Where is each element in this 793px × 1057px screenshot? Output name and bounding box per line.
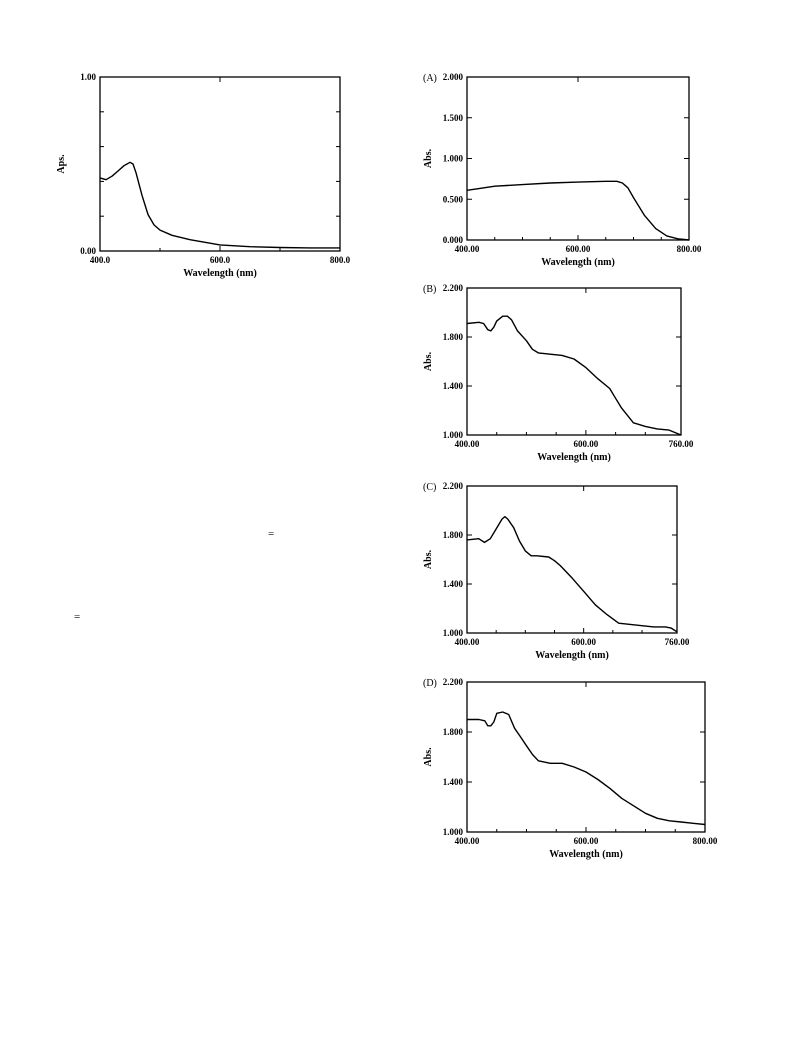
x-tick-label: 400.00 (455, 637, 480, 647)
y-tick-label: 2.000 (443, 72, 464, 82)
x-tick-label: 600.00 (574, 836, 599, 846)
y-tick-label: 2.200 (443, 677, 464, 687)
y-tick-label: 1.000 (443, 827, 464, 837)
y-tick-label: 1.800 (443, 727, 464, 737)
y-tick-label: 0.500 (443, 194, 464, 204)
chart-main: 400.0 600.0 800.0 0.00 1.00 Wavelength (nm) Ap… (56, 72, 351, 279)
y-tick-label: 1.000 (443, 154, 464, 164)
x-tick-label: 600.0 (210, 255, 231, 265)
x-axis-label: Wavelength (nm) (183, 268, 257, 279)
panel-label: (A) (423, 73, 437, 84)
plot-frame (466, 681, 706, 833)
y-axis-label: Abs. (423, 549, 434, 569)
plot-frame (466, 287, 682, 436)
panel-label: (C) (423, 482, 436, 493)
y-tick-label: 1.500 (443, 113, 464, 123)
x-tick-label: 400.00 (455, 439, 480, 449)
stray-mark: = (74, 611, 81, 623)
y-axis-label: Abs. (423, 351, 434, 371)
absorbance-curve (467, 711, 706, 826)
y-tick-label: 0.000 (443, 235, 464, 245)
y-tick-label: 0.00 (80, 246, 96, 256)
y-tick-label: 2.200 (443, 283, 464, 293)
x-axis-label: Wavelength (nm) (537, 452, 611, 463)
y-tick-label: 1.000 (443, 430, 464, 440)
x-tick-label: 600.00 (571, 637, 596, 647)
plot-frame (466, 76, 690, 241)
x-axis-label: Wavelength (nm) (541, 257, 615, 268)
y-tick-label: 1.400 (443, 579, 464, 589)
x-tick-label: 600.00 (574, 439, 599, 449)
x-tick-label: 800.00 (677, 244, 702, 254)
panel-label: (B) (423, 284, 436, 295)
x-tick-label: 600.00 (566, 244, 591, 254)
chart-panel-b: 400.00 600.00 760.00 1.000 1.400 1.800 2.200 Wa… (423, 283, 694, 463)
x-tick-label: 760.00 (665, 637, 690, 647)
stray-mark: = (268, 528, 275, 540)
y-tick-label: 1.000 (443, 628, 464, 638)
x-tick-label: 400.00 (455, 836, 480, 846)
x-tick-label: 400.00 (455, 244, 480, 254)
x-tick-label: 400.0 (90, 255, 111, 265)
y-tick-label: 1.400 (443, 381, 464, 391)
y-tick-label: 1.400 (443, 777, 464, 787)
chart-panel-c: 400.00 600.00 760.00 1.000 1.400 1.800 2.200 Wa… (423, 481, 690, 661)
y-axis-label: Abs. (423, 148, 434, 168)
absorbance-curve (466, 315, 682, 436)
x-tick-label: 800.0 (330, 255, 351, 265)
y-tick-label: 1.00 (80, 72, 96, 82)
absorbance-curve (466, 180, 690, 241)
x-axis-label: Wavelength (nm) (549, 849, 623, 860)
panel-label: (D) (423, 678, 437, 689)
chart-panel-a: 400.00 600.00 800.00 0.000 0.500 1.000 1.500 2.… (423, 72, 702, 268)
chart-panel-d: 400.00 600.00 800.00 1.000 1.400 1.800 2.200 Wa… (423, 677, 718, 860)
x-tick-label: 800.00 (693, 836, 718, 846)
x-tick-label: 760.00 (669, 439, 694, 449)
absorbance-curve (99, 161, 340, 249)
plot-frame (99, 76, 341, 252)
y-tick-label: 1.800 (443, 332, 464, 342)
y-axis-label: Aps. (56, 154, 67, 174)
plot-frame (466, 485, 678, 634)
absorbance-curve (466, 515, 678, 633)
x-axis-label: Wavelength (nm) (535, 650, 609, 661)
y-tick-label: 1.800 (443, 530, 464, 540)
y-axis-label: Abs. (423, 747, 434, 767)
y-tick-label: 2.200 (443, 481, 464, 491)
